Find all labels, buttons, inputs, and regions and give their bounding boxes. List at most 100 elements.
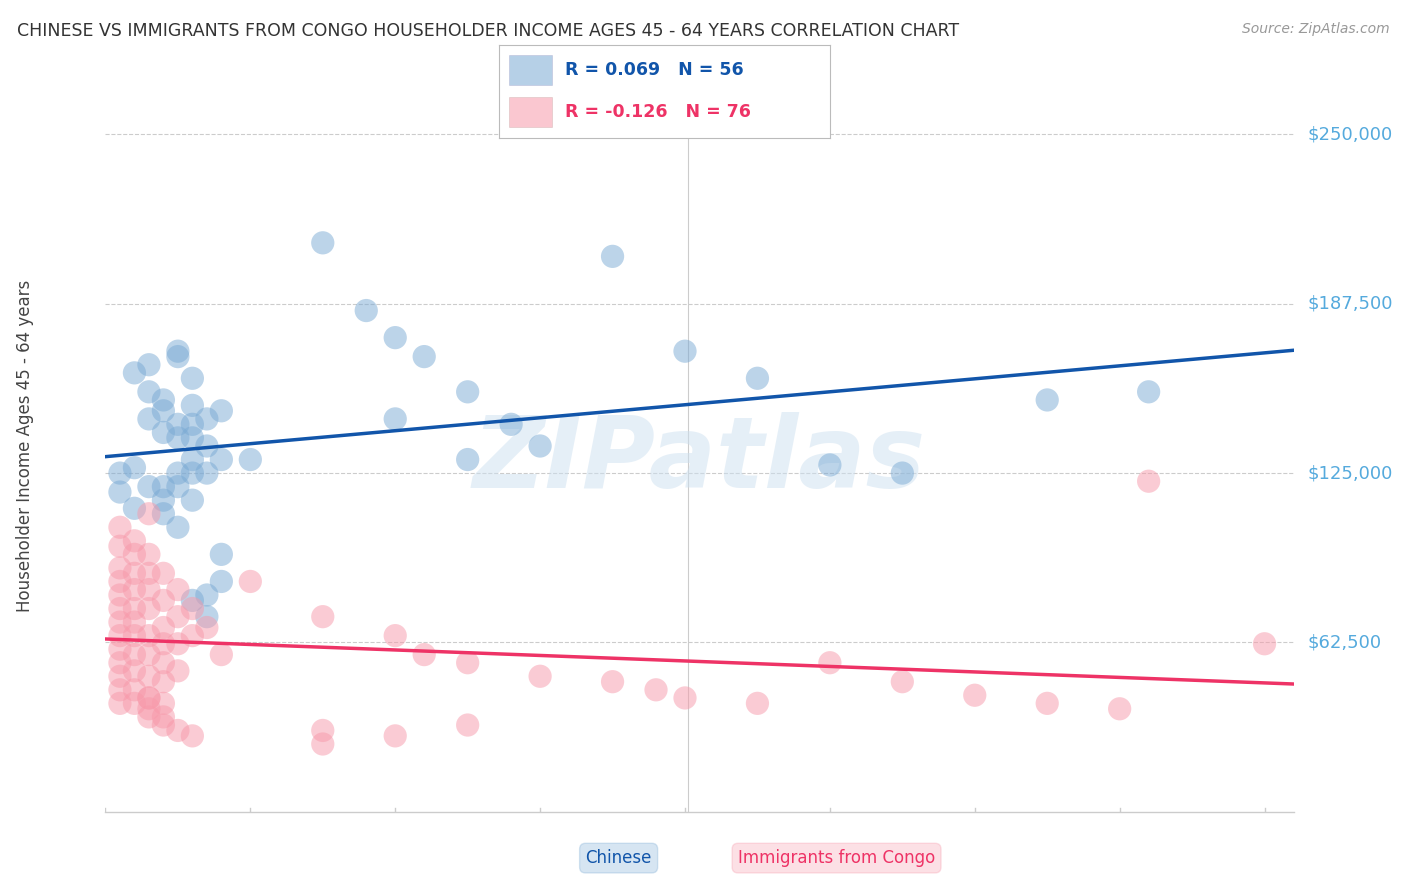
- Point: [645, 682, 668, 697]
- Point: [181, 593, 204, 607]
- Point: [195, 588, 218, 602]
- Point: [124, 582, 146, 597]
- Bar: [509, 55, 553, 85]
- Point: [181, 417, 204, 432]
- Point: [181, 431, 204, 445]
- Point: [124, 547, 146, 561]
- Point: [108, 601, 131, 615]
- Point: [167, 417, 190, 432]
- Text: $125,000: $125,000: [1308, 464, 1393, 482]
- Point: [152, 493, 174, 508]
- Point: [124, 566, 146, 581]
- Point: [529, 669, 551, 683]
- Point: [152, 593, 174, 607]
- Point: [195, 609, 218, 624]
- Point: [108, 615, 131, 629]
- Point: [1137, 474, 1160, 488]
- Point: [457, 656, 479, 670]
- Point: [167, 520, 190, 534]
- Point: [138, 710, 160, 724]
- Point: [239, 452, 262, 467]
- Point: [152, 404, 174, 418]
- Point: [108, 520, 131, 534]
- Bar: [509, 97, 553, 127]
- Point: [152, 507, 174, 521]
- Point: [138, 648, 160, 662]
- Point: [124, 501, 146, 516]
- Point: [167, 664, 190, 678]
- Text: Source: ZipAtlas.com: Source: ZipAtlas.com: [1241, 22, 1389, 37]
- Point: [152, 710, 174, 724]
- Point: [673, 690, 696, 705]
- Point: [209, 547, 232, 561]
- Point: [747, 697, 769, 711]
- Point: [195, 466, 218, 480]
- Point: [354, 303, 377, 318]
- Point: [124, 366, 146, 380]
- Point: [138, 601, 160, 615]
- Point: [152, 637, 174, 651]
- Point: [963, 688, 986, 702]
- Point: [108, 669, 131, 683]
- Point: [181, 601, 204, 615]
- Text: Immigrants from Congo: Immigrants from Congo: [738, 849, 935, 867]
- Point: [138, 412, 160, 426]
- Point: [167, 344, 190, 359]
- Point: [108, 561, 131, 575]
- Point: [138, 566, 160, 581]
- Point: [108, 466, 131, 480]
- Text: R = 0.069   N = 56: R = 0.069 N = 56: [565, 61, 744, 78]
- Text: $187,500: $187,500: [1308, 294, 1393, 313]
- Point: [167, 466, 190, 480]
- Point: [181, 466, 204, 480]
- Point: [384, 412, 406, 426]
- Point: [1108, 702, 1130, 716]
- Point: [181, 629, 204, 643]
- Point: [384, 629, 406, 643]
- Point: [124, 615, 146, 629]
- Point: [124, 697, 146, 711]
- Point: [673, 344, 696, 359]
- Point: [167, 350, 190, 364]
- Text: ZIPatlas: ZIPatlas: [472, 412, 927, 509]
- Point: [747, 371, 769, 385]
- Point: [1137, 384, 1160, 399]
- Point: [181, 493, 204, 508]
- Point: [181, 452, 204, 467]
- Point: [501, 417, 523, 432]
- Point: [167, 637, 190, 651]
- Point: [138, 629, 160, 643]
- Point: [138, 358, 160, 372]
- Point: [108, 642, 131, 657]
- Point: [457, 718, 479, 732]
- Point: [891, 466, 914, 480]
- Point: [181, 398, 204, 412]
- Point: [529, 439, 551, 453]
- Point: [167, 431, 190, 445]
- Point: [167, 723, 190, 738]
- Point: [124, 629, 146, 643]
- Point: [138, 507, 160, 521]
- Point: [195, 620, 218, 634]
- Point: [124, 664, 146, 678]
- Point: [167, 582, 190, 597]
- Point: [167, 480, 190, 494]
- Point: [108, 539, 131, 553]
- Point: [457, 384, 479, 399]
- Point: [124, 601, 146, 615]
- Point: [152, 697, 174, 711]
- Point: [602, 674, 624, 689]
- Point: [108, 682, 131, 697]
- Point: [124, 533, 146, 548]
- Point: [891, 674, 914, 689]
- Point: [108, 697, 131, 711]
- Point: [124, 460, 146, 475]
- Point: [195, 439, 218, 453]
- Point: [818, 656, 841, 670]
- Point: [413, 350, 436, 364]
- Point: [152, 480, 174, 494]
- Point: [108, 574, 131, 589]
- Point: [209, 404, 232, 418]
- Point: [384, 331, 406, 345]
- Point: [138, 547, 160, 561]
